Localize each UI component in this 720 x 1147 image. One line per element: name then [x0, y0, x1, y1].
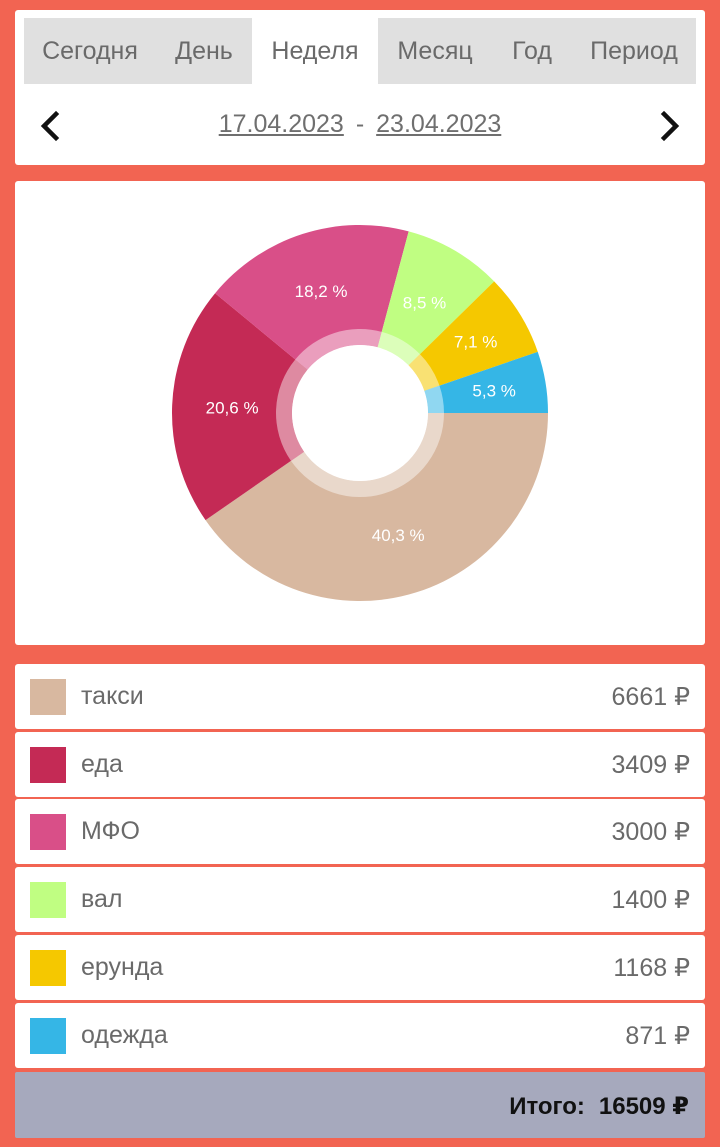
- category-amount: 6661 ₽: [611, 683, 690, 711]
- pie-slice[interactable]: [408, 281, 538, 391]
- date-range: 17.04.2023-23.04.2023: [15, 110, 705, 139]
- slice-label: 5,3 %: [472, 382, 515, 401]
- slice-label: 18,2 %: [295, 282, 348, 301]
- list-item[interactable]: еда 3409 ₽: [15, 732, 705, 797]
- date-separator: -: [355, 110, 365, 138]
- category-name: одежда: [81, 1021, 168, 1049]
- category-amount: 871 ₽: [625, 1022, 690, 1050]
- prev-period-button[interactable]: [31, 106, 71, 146]
- pie-slice-inner-ring: [295, 329, 382, 370]
- color-swatch: [30, 1018, 66, 1054]
- color-swatch: [30, 679, 66, 715]
- category-name: такси: [81, 682, 144, 710]
- slice-label: 7,1 %: [454, 332, 497, 351]
- total-label: Итого:: [509, 1093, 585, 1120]
- pie-slice[interactable]: [172, 293, 308, 521]
- pie-slice-inner-ring: [290, 413, 444, 497]
- list-item[interactable]: ерунда 1168 ₽: [15, 935, 705, 1000]
- slice-label: 40,3 %: [372, 526, 425, 545]
- color-swatch: [30, 747, 66, 783]
- category-name: еда: [81, 750, 123, 778]
- slice-label: 8,5 %: [403, 293, 446, 312]
- category-name: ерунда: [81, 953, 164, 981]
- category-name: вал: [81, 885, 123, 913]
- tab-today[interactable]: Сегодня: [42, 36, 138, 65]
- tab-month[interactable]: Месяц: [397, 36, 473, 65]
- start-date[interactable]: 17.04.2023: [218, 110, 344, 138]
- list-item[interactable]: МФО 3000 ₽: [15, 799, 705, 864]
- date-range-row: 17.04.2023-23.04.2023: [15, 94, 705, 160]
- list-item[interactable]: такси 6661 ₽: [15, 664, 705, 729]
- chart-card: 40,3 % 20,6 % 18,2 % 8,5 % 7,1 % 5,3 %: [15, 181, 705, 645]
- donut-chart: 40,3 % 20,6 % 18,2 % 8,5 % 7,1 % 5,3 %: [172, 224, 549, 601]
- tab-week[interactable]: Неделя: [252, 18, 378, 84]
- period-card: Сегодня День Неделя Месяц Год Период 17.…: [15, 10, 705, 165]
- category-amount: 1400 ₽: [611, 886, 690, 914]
- pie-slice[interactable]: [215, 224, 409, 370]
- pie-slice-inner-ring: [424, 385, 444, 413]
- chevron-right-icon: [660, 110, 680, 142]
- next-period-button[interactable]: [649, 106, 689, 146]
- tab-day[interactable]: День: [175, 36, 233, 65]
- pie-slice[interactable]: [424, 351, 548, 413]
- pie-slice[interactable]: [205, 413, 549, 601]
- pie-slice-inner-ring: [276, 359, 308, 461]
- color-swatch: [30, 814, 66, 850]
- slice-label: 20,6 %: [206, 399, 259, 418]
- tab-year[interactable]: Год: [512, 36, 552, 65]
- category-amount: 3000 ₽: [611, 818, 690, 846]
- end-date[interactable]: 23.04.2023: [376, 110, 502, 138]
- color-swatch: [30, 950, 66, 986]
- category-name: МФО: [81, 817, 140, 845]
- pie-slice-inner-ring: [377, 331, 420, 366]
- period-tabs: Сегодня День Неделя Месяц Год Период: [24, 18, 696, 84]
- total-value: 16509 ₽: [598, 1093, 689, 1120]
- tab-period[interactable]: Период: [590, 36, 678, 65]
- category-amount: 3409 ₽: [611, 751, 690, 779]
- pie-slice-inner-ring: [408, 354, 440, 391]
- total-bar: Итого: 16509 ₽: [15, 1072, 705, 1138]
- donut-hole: [292, 345, 428, 481]
- pie-slice[interactable]: [377, 231, 495, 366]
- list-item[interactable]: вал 1400 ₽: [15, 867, 705, 932]
- chevron-left-icon: [40, 110, 60, 142]
- list-item[interactable]: одежда 871 ₽: [15, 1003, 705, 1068]
- category-amount: 1168 ₽: [613, 954, 690, 982]
- total: Итого: 16509 ₽: [509, 1092, 689, 1121]
- color-swatch: [30, 882, 66, 918]
